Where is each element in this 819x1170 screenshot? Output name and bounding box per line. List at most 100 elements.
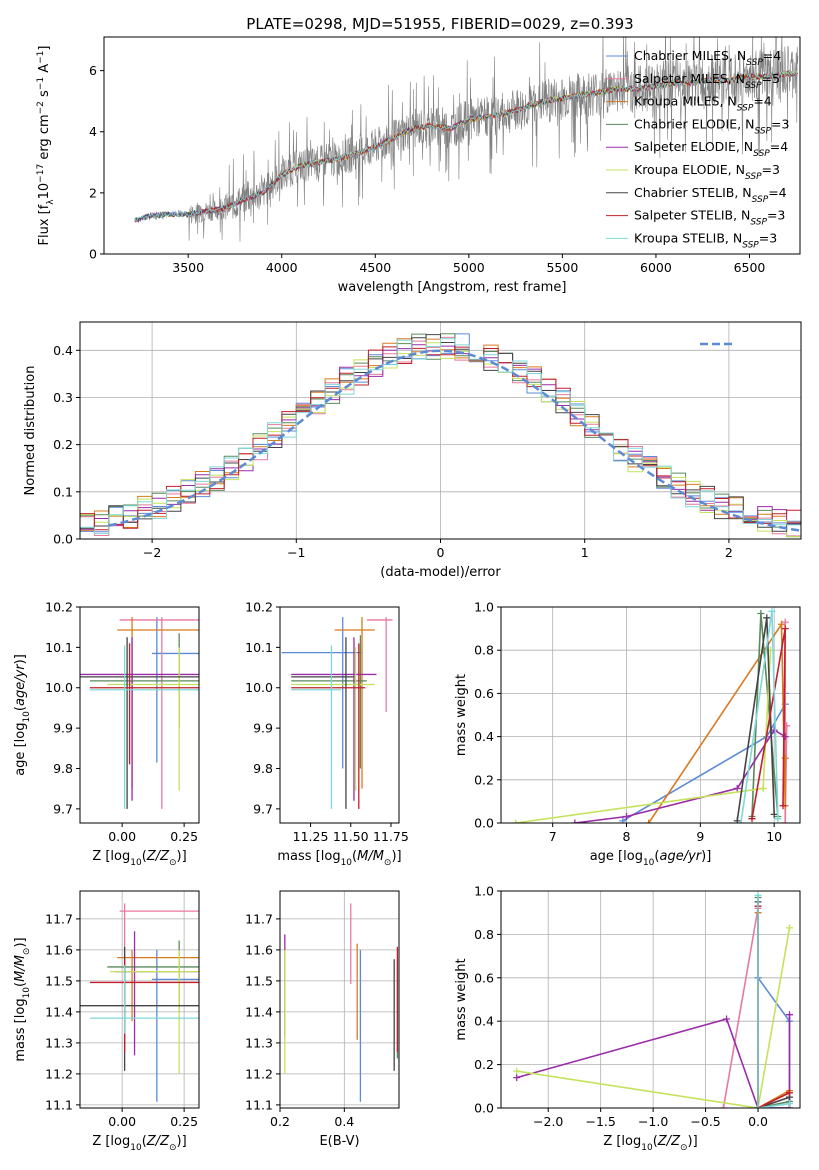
y-tick-label: 9.8	[53, 761, 73, 776]
weight-point-marker	[774, 815, 782, 823]
y-tick-label: 11.3	[45, 1035, 73, 1050]
legend-entry-label: Salpeter ELODIE, NSSP=4	[634, 139, 788, 159]
x-tick-label: 0.2	[270, 1114, 290, 1129]
y-tick-label: 11.4	[245, 1004, 273, 1019]
y-tick-label: 2	[89, 185, 97, 200]
x-tick-label: 10	[766, 829, 782, 844]
axes-frame	[500, 606, 801, 824]
age-vs-metallicity-panel: 0.00 0.25 9.7 9.8 9.9 10.0 10.1 10.2 Z [log10(Z/…	[13, 600, 200, 868]
histogram-step-line	[80, 338, 801, 535]
mass-vs-metallicity-panel: 0.00 0.25 11.1 11.2 11.3 11.4 11.5 11.6 11.7 Z [l…	[13, 890, 200, 1153]
legend-entry-label: Salpeter STELIB, NSSP=3	[634, 208, 785, 228]
axes-frame	[79, 890, 200, 1109]
y-tick-label: 0.2	[53, 437, 73, 452]
plot-area	[281, 617, 393, 809]
legend-entry-label: Kroupa ELODIE, NSSP=3	[634, 162, 780, 182]
y-tick-label: 0.4	[53, 343, 73, 358]
x-tick-label: 2	[725, 545, 733, 560]
x-tick-label: 6500	[734, 260, 766, 275]
weight-series-line	[757, 895, 790, 1108]
x-tick-label: 4000	[266, 260, 298, 275]
residual-histogram-panel: −2 −1 0 1 2 0.0 0.1 0.2 0.3 0.4 (data-model)/error…	[23, 321, 802, 580]
y-tick-label: 1.0	[474, 884, 494, 899]
weight-point-marker	[786, 1100, 794, 1108]
weight-point-marker	[645, 819, 653, 823]
y-tick-label: 0.4	[474, 729, 494, 744]
legend-entry-label: Chabrier ELODIE, NSSP=3	[634, 116, 789, 136]
x-tick-label: 6000	[640, 260, 672, 275]
y-tick-label: 11.6	[45, 942, 73, 957]
x-tick-label: −0.5	[690, 1114, 720, 1129]
y-tick-label: 0.2	[474, 772, 494, 787]
weight-point-marker	[781, 819, 789, 823]
weight-point-marker	[512, 819, 520, 823]
weight-vs-metallicity-panel: −2.0 −1.5 −1.0 −0.5 0.0 0.0 0.2 0.4 0.6 0.8 1.0 Z […	[454, 884, 801, 1153]
weight-vs-age-panel: 7 8 9 10 0.0 0.2 0.4 0.6 0.8 1.0 age [log10(age/yr…	[454, 600, 801, 868]
weight-point-marker	[513, 1074, 521, 1082]
y-tick-label: 4	[89, 124, 97, 139]
x-axis-label: wavelength [Angstrom, rest frame]	[338, 280, 567, 295]
x-tick-label: 11.25	[293, 829, 329, 844]
x-tick-label: −2	[143, 545, 161, 560]
weight-point-marker	[733, 817, 741, 823]
y-tick-label: 0	[89, 247, 97, 262]
model-spectrum-line	[199, 70, 799, 216]
x-tick-label: 5500	[546, 260, 578, 275]
x-tick-label: 11.50	[333, 829, 369, 844]
weight-point-marker	[754, 891, 762, 899]
legend-entry-label: Chabrier MILES, NSSP=4	[634, 48, 781, 68]
y-tick-label: 11.2	[245, 1066, 273, 1081]
axes-frame	[103, 36, 801, 255]
axes-frame	[500, 890, 801, 1109]
histogram-step-line	[80, 346, 801, 531]
weight-series-line	[516, 1014, 791, 1108]
y-tick-label: 11.6	[245, 942, 273, 957]
y-axis-label: Flux [fλ10−17 erg cm−2 s−1 A−1]	[36, 46, 56, 246]
y-tick-label: 11.1	[45, 1097, 73, 1112]
weight-point-marker	[619, 817, 627, 823]
mass-vs-ebv-panel: 0.2 0.4 11.1 11.2 11.3 11.4 11.5 11.6 11.7 E(B-V)	[245, 890, 400, 1149]
weight-point-marker	[779, 802, 787, 810]
x-tick-label: 3500	[172, 260, 204, 275]
weight-point-marker	[786, 924, 794, 932]
legend-entry-label: Kroupa MILES, NSSP=4	[634, 94, 772, 114]
weight-point-marker	[786, 1011, 794, 1019]
y-tick-label: 0.0	[474, 1101, 494, 1116]
x-tick-label: 7	[549, 829, 557, 844]
x-tick-label: 8	[623, 829, 631, 844]
weight-point-marker	[778, 620, 786, 628]
weight-point-marker	[733, 784, 741, 792]
plot-area	[513, 891, 794, 1108]
age-vs-mass-panel: 11.25 11.50 11.75 9.7 9.8 9.9 10.0 10.1 10.2 mass…	[245, 600, 409, 869]
y-tick-label: 9.9	[53, 721, 73, 736]
y-tick-label: 9.9	[253, 721, 273, 736]
x-tick-label: 11.75	[373, 829, 409, 844]
x-tick-label: 0	[437, 545, 445, 560]
weight-point-marker	[770, 810, 778, 818]
y-tick-label: 0.6	[474, 686, 494, 701]
weight-point-marker	[757, 609, 765, 617]
y-tick-label: 0.8	[474, 927, 494, 942]
x-tick-label: −2.0	[533, 1114, 563, 1129]
x-axis-label: Z [log10(Z/Z⊙)]	[92, 849, 186, 868]
y-axis-label: mass weight	[454, 958, 469, 1040]
y-tick-label: 11.4	[45, 1004, 73, 1019]
legend-entry-label: Chabrier STELIB, NSSP=4	[634, 185, 787, 205]
y-axis-label: mass weight	[454, 674, 469, 756]
x-axis-label: mass [log10(M/M⊙)]	[277, 849, 401, 868]
weight-point-marker	[768, 607, 776, 615]
legend-entry-label: Kroupa STELIB, NSSP=3	[634, 230, 777, 250]
x-tick-label: 9	[696, 829, 704, 844]
y-axis-label: age [log10(age/yr)]	[13, 654, 32, 776]
x-axis-label: Z [log10(Z/Z⊙)]	[92, 1134, 186, 1153]
y-tick-label: 11.7	[45, 911, 73, 926]
axes-frame	[79, 606, 200, 824]
y-tick-label: 10.1	[245, 640, 273, 655]
x-tick-label: −1.5	[585, 1114, 615, 1129]
x-tick-label: 0.00	[108, 829, 136, 844]
y-tick-label: 9.8	[253, 761, 273, 776]
weight-point-marker	[719, 1104, 727, 1108]
weight-series-line	[722, 908, 759, 1108]
plot-area	[134, 37, 799, 242]
legend-entry-label: Salpeter MILES, NSSP=5	[634, 71, 780, 91]
